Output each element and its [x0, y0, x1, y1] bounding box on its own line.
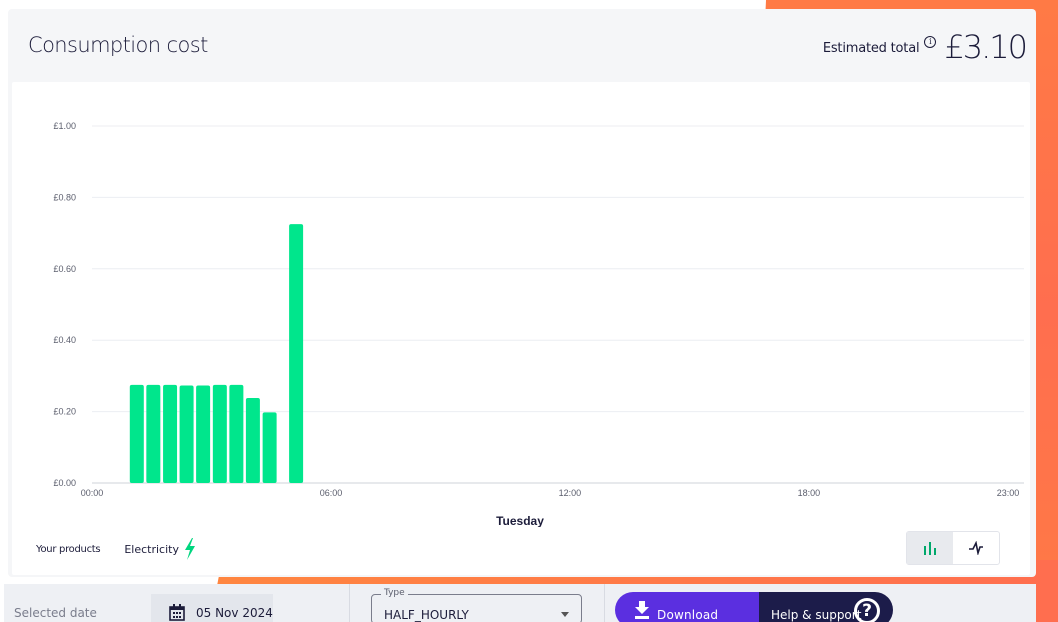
chart-bar — [163, 384, 178, 483]
products-label: Your products — [36, 543, 101, 555]
x-axis-label: Tuesday — [496, 514, 544, 527]
product-electricity[interactable]: Electricity — [124, 542, 179, 556]
calendar-icon — [169, 604, 185, 621]
help-support-label: Help & support — [771, 608, 862, 622]
line-view-button[interactable] — [953, 532, 999, 564]
download-icon — [635, 601, 649, 619]
filter-bar: Selected date 05 Nov 2024 Type HALF_HOUR… — [4, 584, 1036, 622]
x-tick-label: 00:00 — [81, 488, 104, 498]
products-legend: Your products Electricity — [36, 538, 197, 560]
date-value: 05 Nov 2024 — [196, 606, 273, 620]
y-tick-label: £0.40 — [53, 335, 76, 345]
chart-bar — [212, 384, 227, 483]
estimated-total-value: £3.10 — [944, 28, 1028, 66]
x-tick-label: 06:00 — [320, 488, 343, 498]
bar-view-button[interactable] — [907, 532, 953, 564]
chart-bar — [196, 385, 211, 483]
type-select[interactable]: Type HALF_HOURLY — [371, 588, 582, 622]
download-report-label: Download report — [657, 608, 719, 622]
divider — [349, 584, 350, 622]
x-tick-label: 23:00 — [997, 488, 1020, 498]
question-mark-icon: ? — [854, 598, 880, 622]
help-support-button[interactable]: Help & support ? — [759, 592, 893, 622]
bar-chart-icon — [924, 542, 936, 555]
y-tick-label: £0.20 — [53, 407, 76, 417]
chart-bar — [289, 224, 304, 484]
page-title: Consumption cost — [28, 33, 208, 57]
consumption-bar-chart: £0.00 £0.20 £0.40 £0.60 £0.80 £1.00 00:00 06:0… — [53, 121, 1024, 527]
chart-bar — [262, 412, 277, 483]
estimated-total-label: Estimated total — [822, 41, 920, 56]
consumption-cost-card: Consumption cost Estimated total i £3.10… — [8, 9, 1036, 577]
y-tick-label: £0.60 — [53, 264, 76, 274]
card-header: Consumption cost Estimated total i £3.10 — [8, 9, 1036, 81]
chart-view-toggle — [906, 531, 1000, 565]
info-icon[interactable]: i — [924, 36, 937, 48]
chart-bar — [146, 384, 161, 483]
estimated-total: Estimated total i £3.10 — [822, 28, 1028, 69]
date-picker[interactable]: 05 Nov 2024 — [151, 594, 273, 622]
type-legend: Type — [381, 588, 408, 598]
y-tick-label: £1.00 — [53, 121, 76, 131]
chart-bar — [179, 385, 194, 483]
y-tick-label: £0.80 — [53, 192, 76, 202]
chart-bar — [229, 384, 244, 483]
chevron-down-icon — [561, 612, 569, 617]
y-tick-label: £0.00 — [53, 478, 76, 488]
type-value: HALF_HOURLY — [384, 608, 469, 622]
lightning-bolt-icon — [184, 538, 195, 560]
divider — [604, 584, 605, 622]
chart-bar — [245, 398, 260, 483]
chart-area: £0.00 £0.20 £0.40 £0.60 £0.80 £1.00 00:00 06:0… — [12, 82, 1030, 575]
line-chart-icon — [969, 541, 983, 555]
chart-bar — [129, 384, 144, 483]
download-report-button[interactable]: Download report — [615, 592, 759, 622]
selected-date-label: Selected date — [14, 606, 97, 620]
x-tick-label: 18:00 — [798, 488, 821, 498]
x-tick-label: 12:00 — [559, 488, 582, 498]
